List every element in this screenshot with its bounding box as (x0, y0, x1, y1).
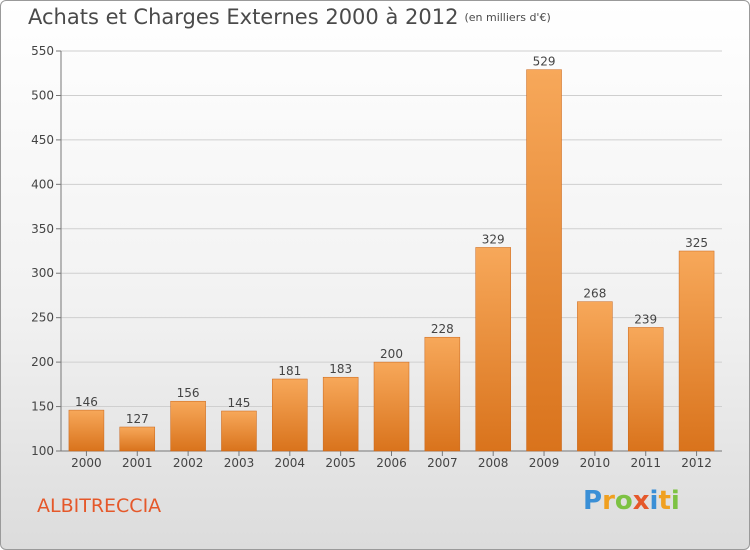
x-tick-label: 2008 (478, 456, 509, 470)
y-tick-label: 200 (31, 355, 54, 369)
logo-letter: r (602, 486, 615, 516)
bar-2000[interactable] (68, 409, 105, 452)
bar-2006[interactable] (373, 361, 410, 452)
x-tick-label: 2001 (122, 456, 153, 470)
logo-letter: t (658, 486, 671, 516)
x-tick-label: 2004 (275, 456, 306, 470)
bar-2011[interactable] (627, 327, 664, 452)
logo-letter: i (649, 486, 659, 516)
x-tick-label: 2012 (681, 456, 712, 470)
value-label: 181 (278, 364, 301, 378)
x-tick-label: 2010 (580, 456, 611, 470)
place-name: ALBITRECCIA (37, 495, 162, 517)
x-tick-label: 2005 (325, 456, 356, 470)
x-tick-label: 2006 (376, 456, 407, 470)
y-tick-labels: 100 150 200 250 300 350 400 450 500 550 (31, 44, 54, 458)
y-tick-label: 500 (31, 88, 54, 102)
bar-2007[interactable] (424, 336, 461, 452)
value-label: 183 (329, 362, 352, 376)
bar-2010[interactable] (577, 301, 613, 452)
logo-letter: o (614, 486, 633, 516)
y-tick-label: 350 (31, 222, 54, 236)
value-label: 529 (533, 55, 556, 69)
y-tick-label: 450 (31, 133, 54, 147)
value-label: 146 (75, 395, 98, 409)
y-tick-label: 400 (31, 177, 54, 191)
chart-title-unit: (en milliers d'€) (464, 11, 551, 24)
y-tick-label: 150 (31, 400, 54, 414)
bar-2005[interactable] (322, 376, 359, 452)
x-tick-label: 2011 (630, 456, 661, 470)
value-label: 200 (380, 347, 403, 361)
x-tick-label: 2003 (224, 456, 255, 470)
chart-title: Achats et Charges Externes 2000 à 2012 (e… (28, 5, 551, 29)
x-tick-label: 2009 (529, 456, 560, 470)
value-label: 156 (177, 386, 200, 400)
value-label: 329 (482, 232, 505, 246)
x-tick-label: 2007 (427, 456, 458, 470)
bar-2002[interactable] (170, 400, 206, 452)
bar-2001[interactable] (119, 426, 156, 452)
bars (68, 69, 715, 452)
chart-title-main: Achats et Charges Externes 2000 à 2012 (28, 5, 459, 29)
x-tick-label: 2000 (71, 456, 102, 470)
value-label: 145 (228, 396, 251, 410)
bar-2004[interactable] (272, 378, 308, 452)
logo-letter: x (632, 486, 650, 516)
logo-letter: i (670, 486, 680, 516)
bar-2008[interactable] (475, 247, 511, 452)
proxiti-logo[interactable]: Proxiti (583, 486, 680, 516)
x-tick-labels: 2000 2001 2002 2003 2004 2005 2006 2007 2008 2009… (71, 451, 712, 470)
x-tick-label: 2002 (173, 456, 204, 470)
value-label: 228 (431, 322, 454, 336)
y-tick-label: 300 (31, 266, 54, 280)
y-tick-label: 550 (31, 44, 54, 58)
value-label: 239 (634, 312, 657, 326)
y-tick-label: 100 (31, 444, 54, 458)
value-labels: 146 127 156 145 181 183 200 228 329 529 268 239 325 (75, 55, 708, 426)
bar-2003[interactable] (221, 410, 257, 452)
value-label: 268 (583, 287, 606, 301)
value-label: 127 (126, 412, 149, 426)
bar-2012[interactable] (678, 250, 715, 452)
y-tick-label: 250 (31, 311, 54, 325)
value-label: 325 (685, 236, 708, 250)
logo-letter: P (583, 486, 603, 516)
bar-2009[interactable] (526, 69, 562, 452)
